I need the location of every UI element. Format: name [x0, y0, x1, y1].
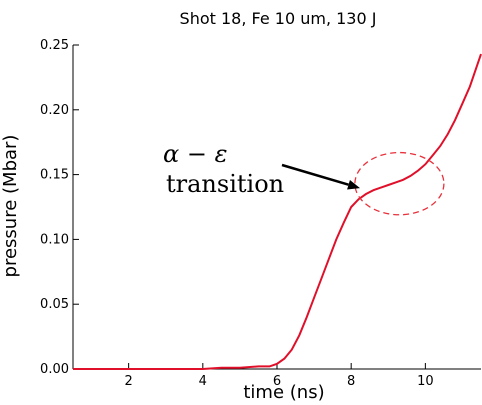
x-tick-label: 4 — [199, 374, 207, 389]
y-tick-label: 0.15 — [40, 168, 69, 183]
x-tick-label: 6 — [273, 374, 281, 389]
plot-area: 2 4 6 8 10 0.00 0.05 0.10 0.15 0.20 0.25 α − ε tr… — [40, 38, 482, 389]
y-tick-label: 0.20 — [40, 103, 69, 118]
x-axis-label: time (ns) — [243, 382, 324, 403]
transition-ellipse — [354, 151, 445, 216]
x-tick-label: 2 — [124, 374, 132, 389]
annotation-arrow — [281, 163, 349, 186]
annotation-text: transition — [166, 170, 284, 198]
y-tick-label: 0.25 — [40, 38, 69, 53]
x-tick-label: 8 — [347, 374, 355, 389]
annotation-arrowhead — [347, 179, 361, 190]
annotation-math: α − ε — [163, 140, 227, 168]
y-axis-ticks: 0.00 0.05 0.10 0.15 0.20 0.25 — [40, 38, 79, 377]
y-tick-label: 0.05 — [40, 297, 69, 312]
chart-title: Shot 18, Fe 10 um, 130 J — [180, 9, 377, 28]
series-line — [73, 53, 482, 370]
y-axis-label: pressure (Mbar) — [0, 135, 21, 278]
x-tick-label: 10 — [417, 374, 434, 389]
y-tick-label: 0.00 — [40, 362, 69, 377]
y-tick-label: 0.10 — [40, 232, 69, 247]
x-axis-ticks: 2 4 6 8 10 — [124, 363, 434, 389]
